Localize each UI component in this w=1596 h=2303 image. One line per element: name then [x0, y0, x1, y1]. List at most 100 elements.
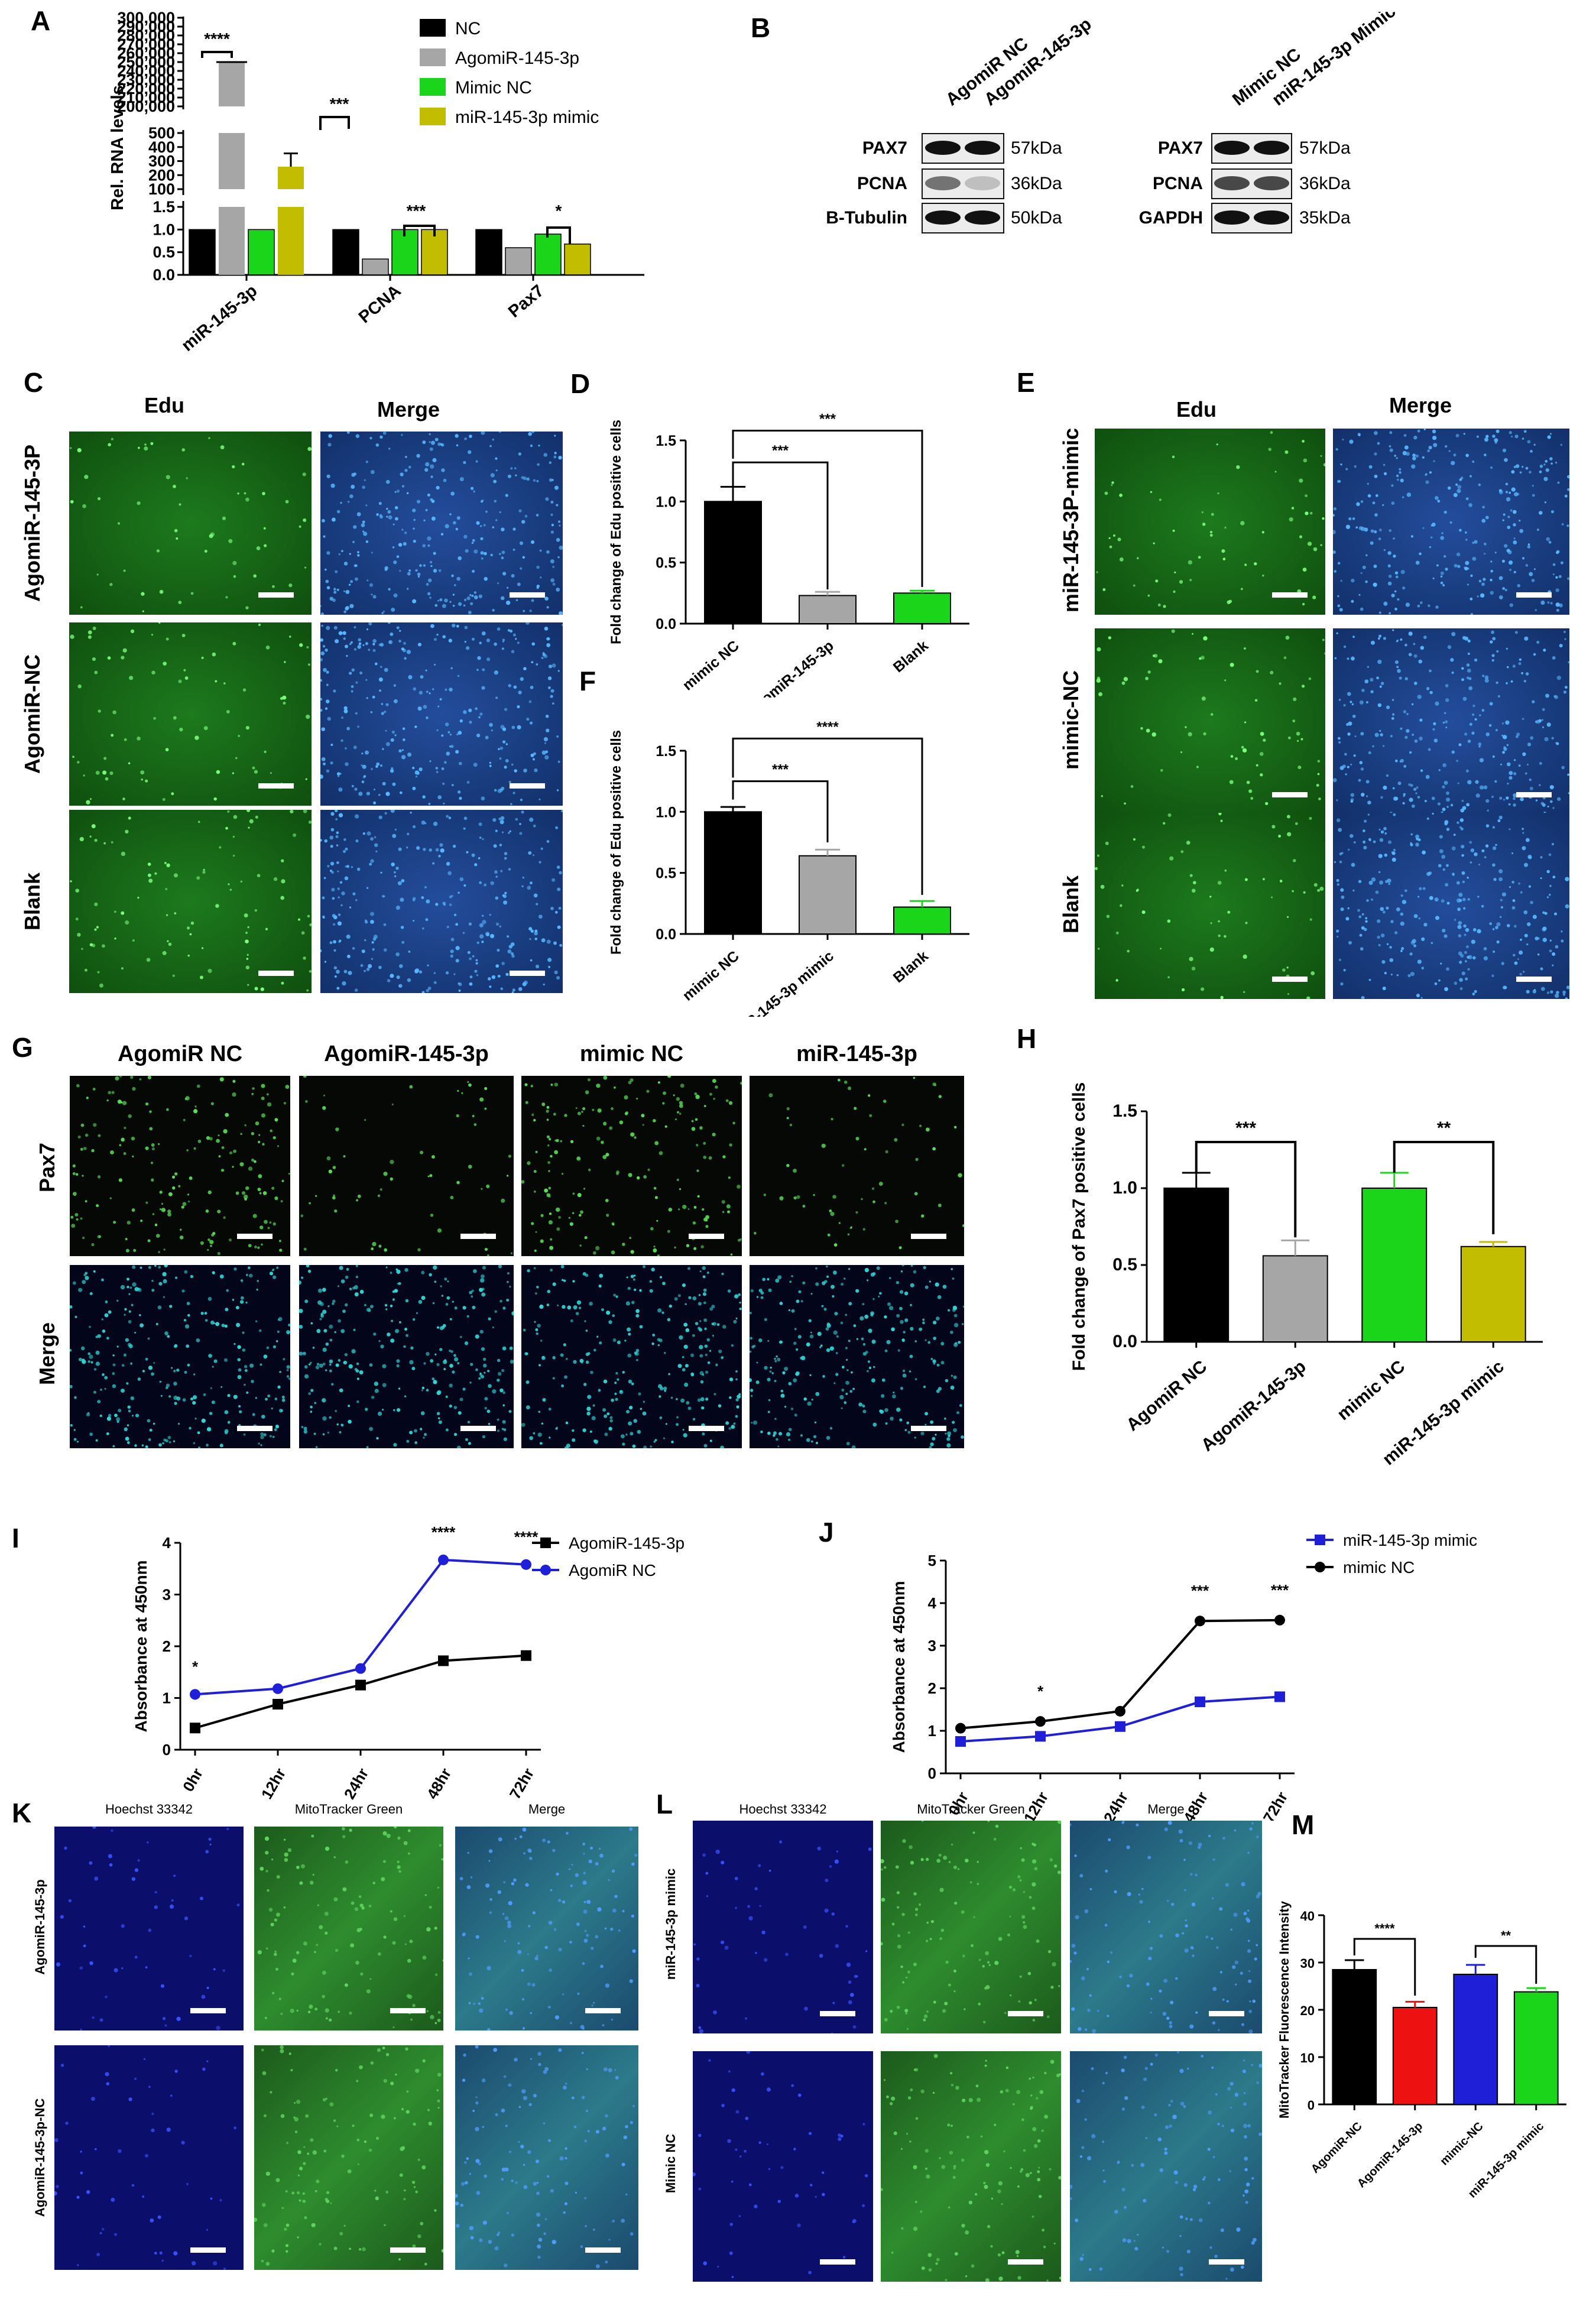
panel-label-k: K — [12, 1798, 32, 1828]
x-tick-label: mimic NC — [1334, 1357, 1409, 1424]
panel-label-i: I — [12, 1523, 20, 1553]
blot-band — [965, 141, 1000, 155]
y-tick-label: 10 — [1300, 2051, 1315, 2065]
mito-image — [455, 1827, 638, 2030]
x-tick-label: AgomiR NC — [1123, 1357, 1211, 1435]
panel-label-m: M — [1292, 1809, 1315, 1840]
y-tick-label: 1.5 — [656, 743, 676, 760]
data-point — [190, 1723, 200, 1734]
merge-image — [1333, 813, 1569, 999]
y-tick-label: 2 — [928, 1679, 936, 1697]
y-tick-label: 0 — [1308, 2098, 1315, 2113]
significance-label: ** — [1437, 1118, 1451, 1138]
merge-image — [521, 1265, 742, 1448]
y-tick-label: 4 — [928, 1594, 937, 1612]
merge-image — [320, 810, 563, 993]
y-tick-label: 210,000 — [117, 89, 175, 106]
significance-label: *** — [1271, 1581, 1289, 1599]
bar — [189, 229, 216, 275]
merge-image — [320, 432, 563, 615]
legend-marker — [1315, 1535, 1325, 1545]
y-tick-label: 2 — [163, 1637, 171, 1655]
significance-bracket — [1353, 1938, 1416, 1996]
significance-label: * — [192, 1657, 199, 1675]
y-tick-label: 400 — [148, 138, 175, 156]
y-tick-label: 40 — [1300, 1909, 1315, 1924]
y-tick-label: 230,000 — [117, 71, 175, 89]
panel-label-j: J — [819, 1517, 834, 1548]
pax7-image — [521, 1076, 742, 1256]
x-tick-label: miR-145-3p — [178, 281, 261, 355]
y-axis-label: Fold change of Edu positive cells — [608, 730, 624, 955]
col-label-k: MitoTracker Green — [294, 1802, 403, 1817]
bar — [475, 229, 502, 275]
y-tick-label: 3 — [928, 1637, 936, 1655]
blot-band — [925, 210, 961, 225]
row-label-c: AgomiR-NC — [20, 654, 44, 774]
merge-image — [299, 1265, 514, 1448]
blot-band — [965, 176, 1000, 190]
y-tick-label: 1.0 — [1112, 1178, 1137, 1198]
col-label-edu-e: Edu — [1176, 397, 1217, 421]
significance-bracket — [1393, 1141, 1495, 1234]
mito-image — [693, 1821, 873, 2033]
significance-label: **** — [204, 30, 230, 48]
y-tick-label: 0 — [163, 1741, 171, 1759]
significance-label: *** — [1235, 1118, 1256, 1138]
bar — [391, 229, 419, 275]
col-label-merge-e: Merge — [1389, 393, 1452, 417]
row-label-c: Blank — [20, 872, 44, 931]
data-point — [273, 1699, 283, 1710]
x-tick-label: AgomiR-145-3p — [1198, 1357, 1310, 1455]
pax7-image — [750, 1076, 964, 1256]
data-point — [521, 1650, 531, 1661]
data-point — [521, 1559, 531, 1570]
significance-bracket — [732, 737, 923, 895]
significance-bracket — [403, 225, 436, 236]
panel-label-f: F — [579, 666, 596, 696]
mito-image — [1070, 2051, 1262, 2282]
y-axis-label: Fold change of Edu positive cells — [608, 420, 624, 644]
x-tick-label: 48hr — [423, 1765, 455, 1802]
edu-image — [1095, 628, 1325, 815]
significance-label: **** — [1374, 1921, 1395, 1936]
bar — [1332, 1969, 1377, 2105]
edu-image — [69, 432, 312, 615]
bar — [893, 592, 951, 625]
panel-label-e: E — [1017, 367, 1035, 398]
edu-image — [1095, 429, 1325, 615]
y-axis-label: Rel. RNA levels — [108, 85, 127, 210]
legend-label: NC — [455, 19, 481, 38]
row-label: PCNA — [1153, 174, 1203, 193]
y-tick-label: 260,000 — [117, 44, 175, 62]
bar — [1392, 2007, 1438, 2105]
blot-band — [1254, 176, 1289, 190]
significance-label: *** — [407, 202, 426, 220]
kda-label: 36kDa — [1299, 174, 1351, 193]
panel-label-b: B — [751, 12, 771, 43]
bar — [1163, 1188, 1230, 1342]
kda-label: 50kDa — [1011, 208, 1062, 228]
x-tick-label: 0hr — [179, 1765, 206, 1795]
significance-bracket — [1474, 1945, 1537, 1984]
mito-image — [693, 2051, 873, 2282]
y-tick-label: 1.5 — [656, 433, 676, 449]
col-label-g: miR-145-3p — [796, 1042, 917, 1066]
data-point — [1195, 1616, 1205, 1627]
y-tick-label: 4 — [163, 1534, 171, 1552]
significance-bracket — [732, 780, 829, 842]
y-axis-label: Absorbance at 450nm — [890, 1581, 908, 1753]
significance-bracket — [1195, 1141, 1297, 1238]
bar — [1513, 1991, 1559, 2105]
merge-image — [1333, 628, 1569, 815]
significance-bracket — [732, 429, 923, 587]
y-tick-label: 290,000 — [117, 18, 175, 35]
y-tick-label: 100 — [148, 180, 175, 198]
merge-image — [1333, 429, 1569, 615]
y-tick-label: 300,000 — [117, 12, 175, 27]
row-label: GAPDH — [1139, 208, 1203, 228]
significance-bracket — [319, 116, 350, 130]
y-tick-label: 0.5 — [656, 555, 676, 572]
row-label-l: miR-145-3p mimic — [663, 1868, 678, 1980]
legend-label: mimic NC — [1343, 1558, 1415, 1577]
